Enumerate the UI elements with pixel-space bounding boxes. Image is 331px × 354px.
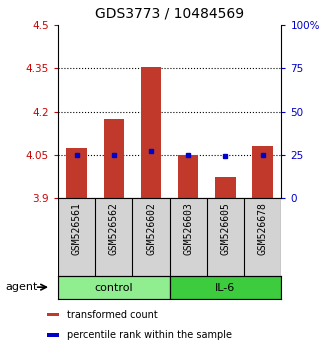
Bar <box>46 333 59 337</box>
Text: GSM526562: GSM526562 <box>109 202 119 255</box>
Bar <box>58 276 169 299</box>
Text: IL-6: IL-6 <box>215 282 236 293</box>
Bar <box>104 119 124 198</box>
Text: GSM526561: GSM526561 <box>71 202 81 255</box>
Bar <box>169 276 281 299</box>
Text: control: control <box>94 282 133 293</box>
Text: GSM526605: GSM526605 <box>220 202 230 255</box>
Text: GSM526678: GSM526678 <box>258 202 268 255</box>
Bar <box>66 148 87 198</box>
Title: GDS3773 / 10484569: GDS3773 / 10484569 <box>95 7 244 21</box>
Text: percentile rank within the sample: percentile rank within the sample <box>67 330 232 340</box>
Text: agent: agent <box>6 282 38 292</box>
Text: GSM526603: GSM526603 <box>183 202 193 255</box>
Bar <box>215 177 236 198</box>
Bar <box>141 67 161 198</box>
Bar <box>46 313 59 316</box>
Bar <box>253 145 273 198</box>
Text: GSM526602: GSM526602 <box>146 202 156 255</box>
Text: transformed count: transformed count <box>67 309 158 320</box>
Bar <box>178 155 199 198</box>
